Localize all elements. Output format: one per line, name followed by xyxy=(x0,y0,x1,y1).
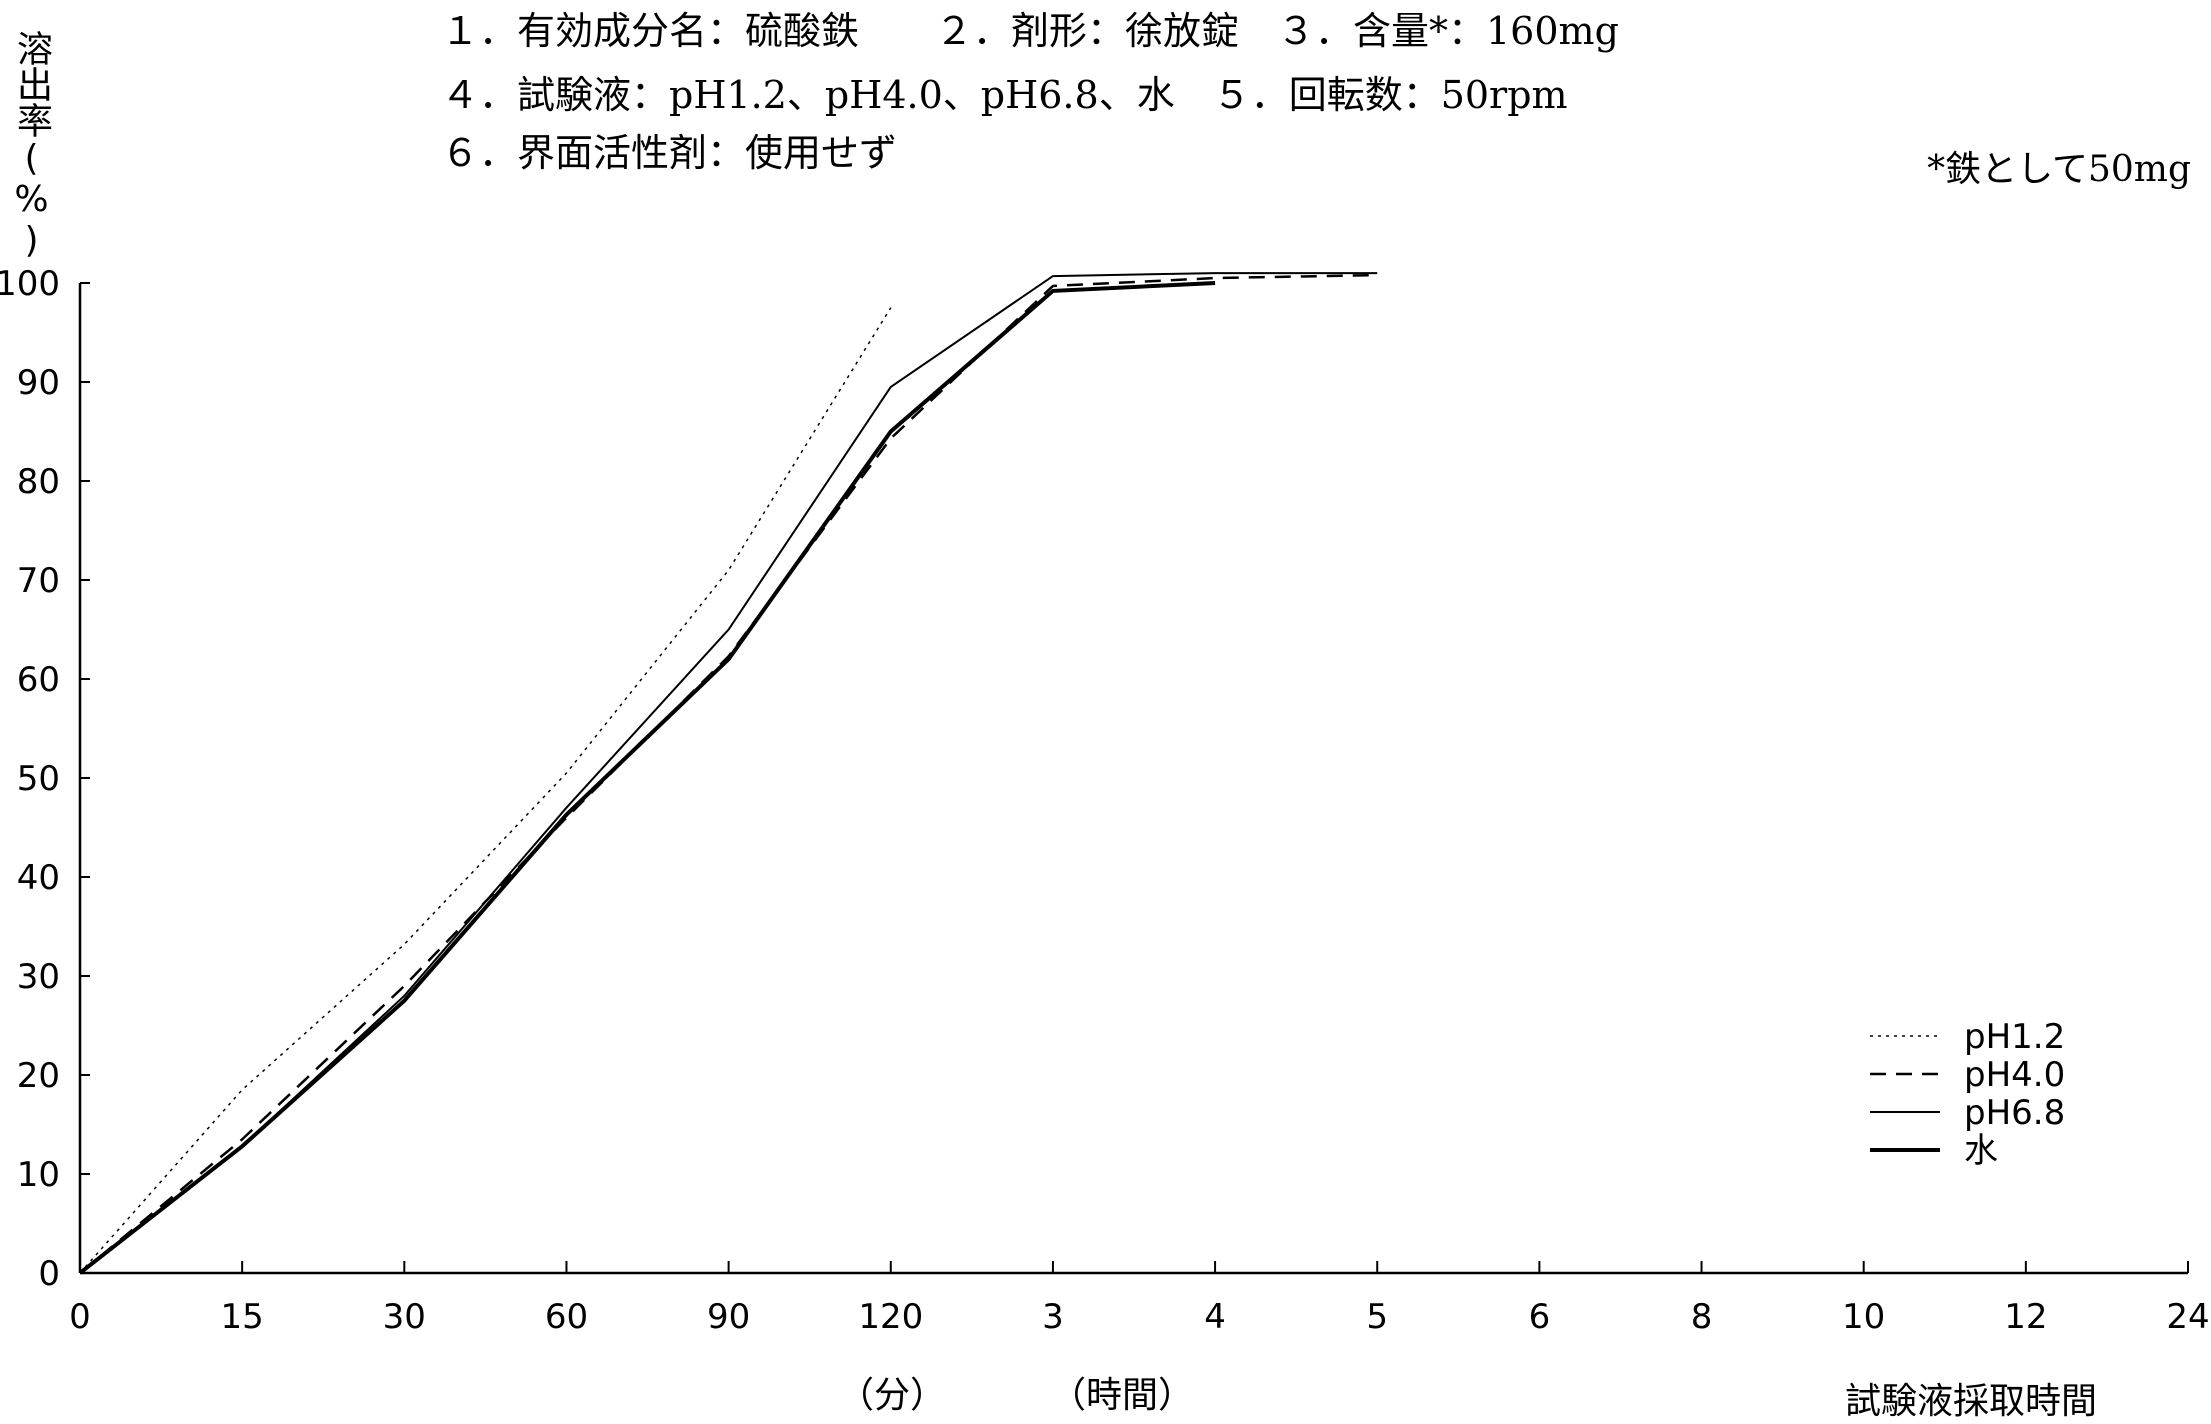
x-tick-label: 0 xyxy=(69,1297,91,1337)
y-axis-label: 溶出率(%) xyxy=(11,30,52,261)
legend-label: pH6.8 xyxy=(1964,1093,2065,1133)
header-line-3: ６．界面活性剤：使用せず xyxy=(441,131,898,175)
series-line-pH1.2 xyxy=(79,307,892,1274)
legend-label: pH4.0 xyxy=(1964,1055,2065,1095)
x-tick-label: 4 xyxy=(1204,1297,1226,1337)
x-tick-label: 12 xyxy=(2004,1297,2047,1337)
footnote: *鉄として50mg xyxy=(1927,149,2191,190)
y-tick-label: 50 xyxy=(17,759,60,799)
header-line-2: ４．試験液：pH1.2、pH4.0、pH6.8、水 ５．回転数：50rpm xyxy=(441,73,1568,117)
x-tick-label: 5 xyxy=(1366,1297,1388,1337)
y-tick-label: 80 xyxy=(17,462,60,502)
y-tick-label: 100 xyxy=(0,264,60,304)
y-tick-label: 10 xyxy=(17,1155,60,1195)
y-tick-label: 90 xyxy=(17,363,60,403)
y-tick-label: 60 xyxy=(17,660,60,700)
x-tick-label: 15 xyxy=(221,1297,264,1337)
legend-label: 水 xyxy=(1964,1131,1998,1171)
y-tick-label: 30 xyxy=(17,957,60,997)
y-tick-label: 20 xyxy=(17,1056,60,1096)
series-line-pH4.0 xyxy=(79,273,1378,1274)
header-line-1: １．有効成分名：硫酸鉄 ２．剤形：徐放錠 ３．含量*：160mg xyxy=(441,9,1619,53)
x-tick-label: 90 xyxy=(707,1297,750,1337)
y-tick-label: 0 xyxy=(38,1254,60,1294)
hours-unit-label: （時間） xyxy=(1050,1375,1195,1416)
x-tick-label: 120 xyxy=(858,1297,923,1337)
x-tick-label: 24 xyxy=(2166,1297,2209,1337)
x-tick-label: 8 xyxy=(1691,1297,1713,1337)
x-tick-label: 60 xyxy=(545,1297,588,1337)
y-tick-label: 70 xyxy=(17,561,60,601)
x-tick-label: 3 xyxy=(1042,1297,1064,1337)
x-tick-label: 30 xyxy=(383,1297,426,1337)
x-tick-label: 10 xyxy=(1842,1297,1885,1337)
x-axis-label: 試験液採取時間 xyxy=(1845,1381,2098,1422)
series-line-水 xyxy=(78,281,1216,1275)
series-line-pH6.8 xyxy=(79,272,1378,1274)
x-tick-label: 6 xyxy=(1529,1297,1551,1337)
y-tick-label: 40 xyxy=(17,858,60,898)
legend-label: pH1.2 xyxy=(1964,1017,2065,1057)
minutes-unit-label: （分） xyxy=(838,1375,947,1416)
